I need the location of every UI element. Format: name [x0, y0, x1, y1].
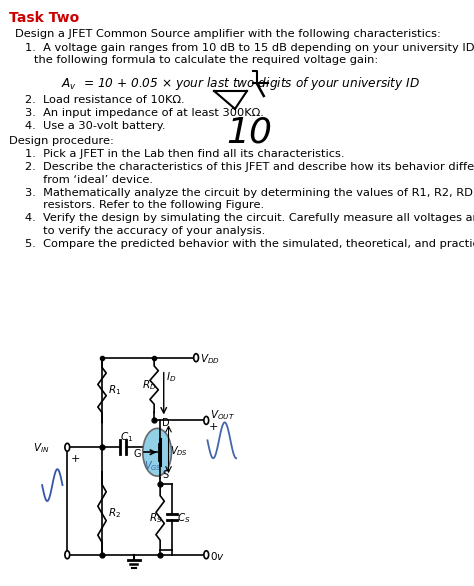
- Circle shape: [65, 443, 70, 451]
- Text: $R_S$: $R_S$: [149, 511, 163, 525]
- Text: $V_{DS}$: $V_{DS}$: [170, 444, 188, 458]
- Text: 1.  A voltage gain ranges from 10 dB to 15 dB depending on your university ID. P: 1. A voltage gain ranges from 10 dB to 1…: [25, 43, 474, 53]
- Text: $R_1$: $R_1$: [108, 383, 121, 397]
- Text: $R_2$: $R_2$: [108, 506, 121, 520]
- Text: $V_{IN}$: $V_{IN}$: [33, 441, 49, 455]
- Text: 10: 10: [226, 116, 272, 150]
- Text: D: D: [162, 418, 170, 428]
- Text: $V_{GS}$: $V_{GS}$: [144, 459, 162, 473]
- Text: from ‘ideal’ device.: from ‘ideal’ device.: [25, 175, 154, 185]
- Text: 3.  An input impedance of at least 300KΩ.: 3. An input impedance of at least 300KΩ.: [25, 108, 264, 118]
- Text: resistors. Refer to the following Figure.: resistors. Refer to the following Figure…: [25, 200, 264, 210]
- Circle shape: [204, 551, 209, 558]
- Text: 5.  Compare the predicted behavior with the simulated, theoretical, and practica: 5. Compare the predicted behavior with t…: [25, 239, 474, 249]
- Text: +: +: [71, 454, 80, 464]
- Text: 1.  Pick a JFET in the Lab then find all its characteristics.: 1. Pick a JFET in the Lab then find all …: [25, 149, 345, 159]
- Text: S: S: [162, 470, 168, 480]
- Text: +: +: [209, 423, 219, 432]
- Text: $V_{OUT}$: $V_{OUT}$: [210, 408, 235, 423]
- Text: G: G: [134, 449, 141, 459]
- Text: $V_{DD}$: $V_{DD}$: [200, 352, 219, 366]
- Text: Design a JFET Common Source amplifier with the following characteristics:: Design a JFET Common Source amplifier wi…: [15, 29, 440, 39]
- Text: $I_D$: $I_D$: [165, 371, 176, 384]
- Circle shape: [143, 428, 172, 476]
- Text: Design procedure:: Design procedure:: [9, 136, 113, 146]
- Text: to verify the accuracy of your analysis.: to verify the accuracy of your analysis.: [25, 226, 265, 236]
- Text: 4.  Use a 30-volt battery.: 4. Use a 30-volt battery.: [25, 121, 166, 131]
- Text: 3.  Mathematically analyze the circuit by determining the values of R1, R2, RD, : 3. Mathematically analyze the circuit by…: [25, 188, 474, 197]
- Text: $C_S$: $C_S$: [177, 511, 191, 525]
- Text: the following formula to calculate the required voltage gain:: the following formula to calculate the r…: [34, 55, 378, 65]
- Text: 2.  Describe the characteristics of this JFET and describe how its behavior diff: 2. Describe the characteristics of this …: [25, 162, 474, 172]
- Text: $C_1$: $C_1$: [120, 430, 134, 444]
- Text: $0v$: $0v$: [210, 550, 225, 562]
- Text: 2.  Load resistance of 10KΩ.: 2. Load resistance of 10KΩ.: [25, 95, 185, 105]
- Text: $A_v$  = 10 + 0.05 × your last two digits of your university ID: $A_v$ = 10 + 0.05 × your last two digits…: [61, 75, 420, 92]
- Text: 4.  Verify the design by simulating the circuit. Carefully measure all voltages : 4. Verify the design by simulating the c…: [25, 213, 474, 223]
- Circle shape: [194, 354, 199, 362]
- Circle shape: [204, 417, 209, 424]
- Text: $R_D$: $R_D$: [142, 378, 156, 392]
- Circle shape: [65, 551, 70, 558]
- Text: Task Two: Task Two: [9, 11, 79, 25]
